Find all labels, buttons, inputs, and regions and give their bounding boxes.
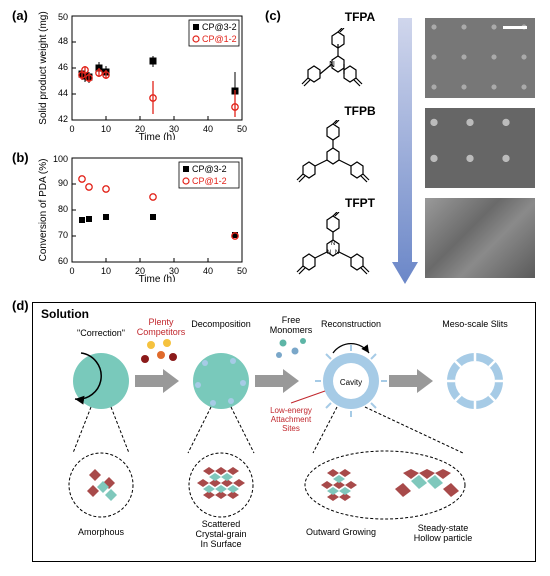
scattered-crystals <box>197 467 245 499</box>
svg-text:48: 48 <box>58 36 68 46</box>
svg-text:42: 42 <box>58 114 68 124</box>
sem-tfpb <box>425 108 535 188</box>
compound-tfpt-structure: N N N <box>285 212 380 284</box>
svg-text:60: 60 <box>58 256 68 266</box>
svg-text:Steady-state: Steady-state <box>418 523 469 533</box>
svg-text:90: 90 <box>58 178 68 188</box>
sem-tfpa <box>425 18 535 98</box>
chart-b-xlabel: Time (h) <box>139 274 176 282</box>
svg-text:44: 44 <box>58 88 68 98</box>
chart-a: 42 44 46 48 50 0 10 20 30 40 50 Time (h)… <box>34 10 259 140</box>
compound-tfpa-label: TFPA <box>330 10 390 24</box>
chart-a-xlabel: Time (h) <box>139 132 176 140</box>
svg-text:40: 40 <box>203 266 213 276</box>
gradient-arrow <box>392 18 418 286</box>
panel-d-label: (d) <box>12 298 29 313</box>
svg-text:Attachment: Attachment <box>271 415 312 424</box>
svg-text:0: 0 <box>69 266 74 276</box>
legend-b-s1: CP@3-2 <box>192 164 227 174</box>
svg-text:50: 50 <box>237 124 247 134</box>
chart-a-ylabel: Solid product weight (mg) <box>38 11 49 124</box>
svg-text:10: 10 <box>101 124 111 134</box>
svg-text:Scattered: Scattered <box>202 519 241 529</box>
svg-text:Low-energy: Low-energy <box>270 406 312 415</box>
compound-tfpb-label: TFPB <box>330 104 390 118</box>
svg-text:46: 46 <box>58 62 68 72</box>
svg-text:In Surface: In Surface <box>200 539 241 549</box>
hollow-particle <box>447 353 503 409</box>
competitors-label: Plenty <box>148 317 174 327</box>
chart-b-ylabel: Conversion of PDA (%) <box>38 159 49 262</box>
decomposition-label: Decomposition <box>191 319 251 329</box>
svg-text:10: 10 <box>101 266 111 276</box>
svg-text:N: N <box>335 250 339 256</box>
compound-tfpa-structure: N <box>285 28 380 98</box>
svg-text:N: N <box>327 250 331 256</box>
chart-b: 60 70 80 90 100 0 10 20 30 40 50 Time (h… <box>34 152 259 282</box>
sem-tfpt <box>425 198 535 278</box>
cavity-label: Cavity <box>340 378 362 387</box>
svg-text:70: 70 <box>58 230 68 240</box>
correction-label: "Correction" <box>77 328 125 338</box>
amorphous-crystals <box>87 469 117 501</box>
svg-text:Hollow particle: Hollow particle <box>414 533 473 543</box>
monomers-label: Free <box>282 315 301 325</box>
reconstruction-label: Reconstruction <box>321 319 381 329</box>
compound-tfpt-label: TFPT <box>330 196 390 210</box>
svg-text:N: N <box>331 241 335 247</box>
legend-a-s2: CP@1-2 <box>202 34 237 44</box>
stage3-label: Outward Growing <box>306 527 376 537</box>
compound-tfpb-structure <box>285 120 380 192</box>
svg-text:100: 100 <box>53 154 68 164</box>
svg-text:40: 40 <box>203 124 213 134</box>
steady-crystals <box>395 469 459 497</box>
svg-text:50: 50 <box>237 266 247 276</box>
svg-text:Sites: Sites <box>282 424 300 433</box>
panel-d-box: Solution "Correction" Plenty Competitors… <box>32 302 536 562</box>
sem-scale-bar <box>503 26 527 29</box>
svg-text:Monomers: Monomers <box>270 325 313 335</box>
svg-text:50: 50 <box>58 12 68 22</box>
svg-text:Crystal-grain: Crystal-grain <box>195 529 246 539</box>
mesoslits-label: Meso-scale Slits <box>442 319 508 329</box>
svg-text:Competitors: Competitors <box>137 327 186 337</box>
legend-b-s2: CP@1-2 <box>192 176 227 186</box>
stage1-label: Amorphous <box>78 527 125 537</box>
outward-crystals <box>321 469 357 501</box>
legend-a-s1: CP@3-2 <box>202 22 237 32</box>
panel-b-label: (b) <box>12 150 29 165</box>
panel-a-label: (a) <box>12 8 28 23</box>
svg-text:0: 0 <box>69 124 74 134</box>
panel-d-scheme: "Correction" Plenty Competitors Decompos… <box>33 303 537 563</box>
panel-c-label: (c) <box>265 8 281 23</box>
svg-text:N: N <box>329 60 335 69</box>
svg-text:80: 80 <box>58 204 68 214</box>
